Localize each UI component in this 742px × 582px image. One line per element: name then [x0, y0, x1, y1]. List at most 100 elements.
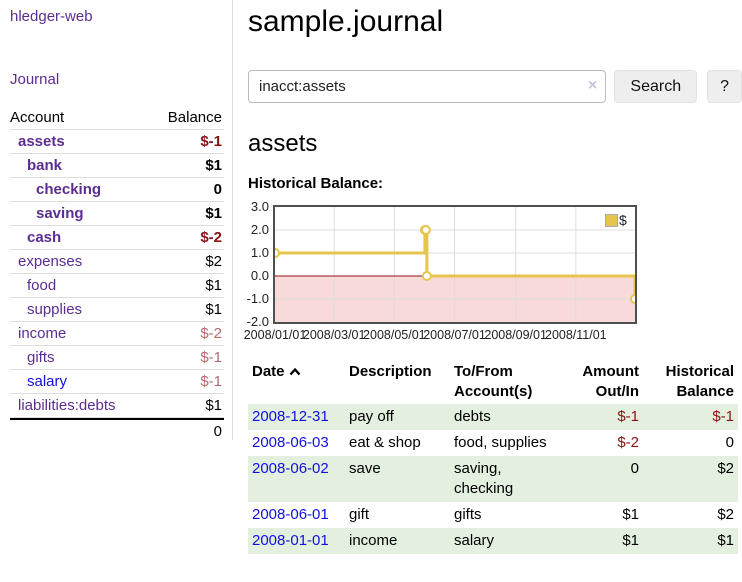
balance-chart: 3.0 2.0 1.0 0.0 -1.0 -2.0 2008/01/01 2008/03/0… [244, 200, 742, 345]
transaction-balance: $-1 [712, 408, 734, 425]
chart-plot-area [273, 205, 637, 324]
y-axis-tick-label: 3.0 [250, 199, 269, 214]
register-row[interactable]: 2008-06-03 eat & shop food, supplies $-2… [248, 430, 738, 456]
account-row: supplies $1 [10, 298, 224, 322]
account-row: food $1 [10, 274, 224, 298]
transaction-accounts: debts [454, 408, 491, 425]
account-balance: $-1 [200, 133, 222, 150]
register-header-accounts: To/From Account(s) [454, 363, 533, 400]
accounts-total-row: 0 [10, 418, 224, 443]
register-row[interactable]: 2008-06-01 gift gifts $1 $2 [248, 502, 738, 528]
register-header-amount: Amount Out/In [582, 363, 639, 400]
transaction-balance: $1 [717, 532, 734, 549]
register-header-row: Date Description To/From Account(s) Amou… [248, 360, 738, 404]
transaction-date-link[interactable]: 2008-06-01 [252, 506, 329, 523]
transaction-amount: $-2 [617, 434, 639, 451]
account-link-gifts[interactable]: gifts [27, 349, 55, 366]
chart-caption: Historical Balance: [248, 175, 384, 192]
app-title[interactable]: hledger-web [10, 8, 93, 25]
sidebar: hledger-web Journal Account Balance asse… [0, 0, 233, 440]
y-axis-tick-label: 0.0 [250, 268, 269, 283]
y-axis-tick-label: 2.0 [250, 222, 269, 237]
account-balance: $-1 [200, 349, 222, 366]
account-link-saving[interactable]: saving [36, 205, 84, 222]
balance-column-header: Balance [167, 109, 222, 126]
account-link-salary[interactable]: salary [27, 373, 68, 390]
x-axis-tick-label: 2008/05/01 [363, 328, 426, 342]
main-content: sample.journal × Search ? assets Histori… [244, 0, 742, 554]
transaction-amount: $-1 [617, 408, 639, 425]
account-link-expenses[interactable]: expenses [18, 253, 83, 270]
search-input[interactable] [248, 70, 607, 103]
chart-plot [275, 207, 635, 322]
account-balance: $2 [205, 253, 222, 270]
account-balance: $1 [205, 397, 222, 414]
transaction-amount: $1 [622, 506, 639, 523]
account-balance: $1 [205, 205, 222, 222]
data-point-marker [275, 248, 280, 258]
y-axis-tick-label: -1.0 [246, 291, 269, 306]
register-row[interactable]: 2008-12-31 pay off debts $-1 $-1 [248, 404, 738, 430]
x-axis-tick-label: 2008/07/01 [423, 328, 486, 342]
account-row: gifts $-1 [10, 346, 224, 370]
transaction-balance: $2 [717, 506, 734, 523]
transaction-balance: 0 [725, 434, 734, 451]
transaction-accounts: gifts [454, 506, 482, 523]
register-row[interactable]: 2008-01-01 income salary $1 $1 [248, 528, 738, 554]
register-row[interactable]: 2008-06-02 save saving, checking 0 $2 [248, 456, 738, 502]
chart-legend: $ [605, 212, 627, 228]
accounts-table: Account Balance assets $-1 bank $1 check… [10, 106, 224, 443]
search-button[interactable]: Search [614, 70, 698, 103]
account-row: assets $-1 [10, 130, 224, 154]
account-link-income[interactable]: income [18, 325, 67, 342]
account-row: liabilities:debts $1 [10, 394, 224, 418]
accounts-table-header: Account Balance [10, 106, 224, 130]
transaction-accounts: salary [454, 532, 495, 549]
account-link-supplies[interactable]: supplies [27, 301, 83, 318]
legend-label: $ [619, 212, 627, 228]
account-column-header: Account [10, 109, 65, 126]
transaction-date-link[interactable]: 2008-01-01 [252, 532, 329, 549]
x-axis-tick-label: 2008/03/01 [302, 328, 366, 342]
sort-ascending-icon [289, 362, 301, 382]
clear-search-icon[interactable]: × [588, 77, 598, 94]
account-link-liabilities-debts[interactable]: liabilities:debts [18, 397, 116, 414]
account-row: saving $1 [10, 202, 224, 226]
x-axis-tick-label: 2008/11/01 [544, 328, 607, 342]
x-axis-tick-label: 2008/01/01 [243, 328, 307, 342]
account-balance: $1 [205, 157, 222, 174]
account-heading: assets [248, 130, 318, 157]
account-link-food[interactable]: food [27, 277, 57, 294]
register-header-date[interactable]: Date [248, 360, 345, 404]
transaction-amount: 0 [630, 460, 639, 477]
y-axis-tick-label: 1.0 [250, 245, 269, 260]
account-balance: 0 [213, 181, 222, 198]
transaction-balance: $2 [717, 460, 734, 477]
legend-swatch [605, 213, 618, 227]
transaction-date-link[interactable]: 2008-06-02 [252, 460, 329, 477]
accounts-total: 0 [213, 423, 222, 440]
register-header-balance: Historical Balance [665, 363, 734, 400]
transaction-description: eat & shop [349, 434, 421, 451]
account-link-bank[interactable]: bank [27, 157, 63, 174]
sidebar-item-journal[interactable]: Journal [10, 71, 60, 88]
account-link-checking[interactable]: checking [36, 181, 102, 198]
data-point-marker [420, 225, 431, 235]
transaction-description: pay off [349, 408, 394, 425]
search-form: × Search ? [248, 70, 742, 103]
data-point-marker [630, 294, 635, 304]
transaction-date-link[interactable]: 2008-06-03 [252, 434, 329, 451]
account-balance: $1 [205, 301, 222, 318]
account-link-cash[interactable]: cash [27, 229, 62, 246]
transaction-date-link[interactable]: 2008-12-31 [252, 408, 329, 425]
transaction-description: save [349, 460, 381, 477]
y-axis-tick-label: -2.0 [246, 314, 269, 329]
x-axis-tick-label: 2008/09/01 [484, 328, 547, 342]
account-link-assets[interactable]: assets [18, 133, 65, 150]
account-row: expenses $2 [10, 250, 224, 274]
transaction-accounts: food, supplies [454, 434, 547, 451]
account-balance: $-1 [200, 373, 222, 390]
account-balance: $1 [205, 277, 222, 294]
help-button[interactable]: ? [707, 70, 742, 103]
register-header-description: Description [349, 363, 432, 380]
